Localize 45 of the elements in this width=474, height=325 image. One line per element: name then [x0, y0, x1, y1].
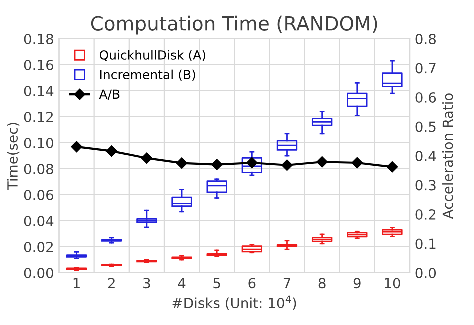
- y-tick-label: 0.06: [24, 190, 54, 200]
- legend-label: A/B: [99, 90, 120, 100]
- point: [211, 159, 223, 170]
- x-tick-label: 1: [74, 278, 80, 288]
- y-tick-label: 0.16: [24, 60, 54, 70]
- y-axis-title: Time(sec): [7, 123, 20, 190]
- legend-label: QuickhullDisk (A): [100, 50, 206, 62]
- legend-label: Incremental (B): [100, 70, 196, 81]
- y-tick-label: 0.02: [24, 242, 53, 252]
- chart-title: Computation Time (RANDOM): [91, 16, 378, 35]
- x-tick-label: 7: [284, 278, 290, 288]
- y2-tick-label: 0.7: [416, 63, 436, 74]
- x-tick-label: 5: [214, 278, 220, 289]
- y-tick-label: 0.12: [24, 112, 53, 122]
- y-tick-label: 0.10: [24, 138, 54, 148]
- y2-axis-title: Acceleration Ratio: [442, 94, 454, 220]
- y2-tick-label: 0.0: [416, 268, 436, 278]
- y-tick-label: 0.00: [24, 268, 54, 278]
- y2-tick-label: 0.6: [416, 92, 436, 103]
- x-tick-label: 9: [354, 278, 361, 289]
- y2-tick-label: 0.3: [416, 180, 436, 191]
- x-tick-label: 4: [178, 278, 186, 288]
- point: [141, 152, 153, 164]
- y-tick-label: 0.04: [24, 216, 54, 226]
- point: [316, 156, 328, 168]
- x-tick-label: 6: [248, 278, 256, 289]
- x-tick-label: 3: [144, 278, 150, 289]
- y-tick-label: 0.18: [24, 34, 54, 44]
- x-tick-label: 10: [385, 278, 400, 289]
- point: [71, 141, 82, 153]
- y2-tick-label: 0.8: [416, 34, 436, 44]
- point: [282, 160, 293, 171]
- y-tick-label: 0.08: [24, 164, 54, 174]
- y2-tick-label: 0.4: [416, 150, 436, 162]
- point: [352, 157, 363, 169]
- y2-tick-label: 0.5: [416, 122, 436, 132]
- point: [176, 158, 188, 169]
- y-tick-label: 0.14: [24, 86, 54, 96]
- point: [386, 162, 398, 173]
- y2-tick-label: 0.2: [416, 209, 436, 220]
- y2-tick-label: 0.1: [416, 238, 436, 250]
- x-tick-label: 8: [318, 278, 326, 289]
- point: [106, 146, 118, 157]
- x-tick-label: 2: [108, 278, 115, 288]
- x-axis-title: #Disks (Unit: 10$^{4}$): [172, 296, 296, 310]
